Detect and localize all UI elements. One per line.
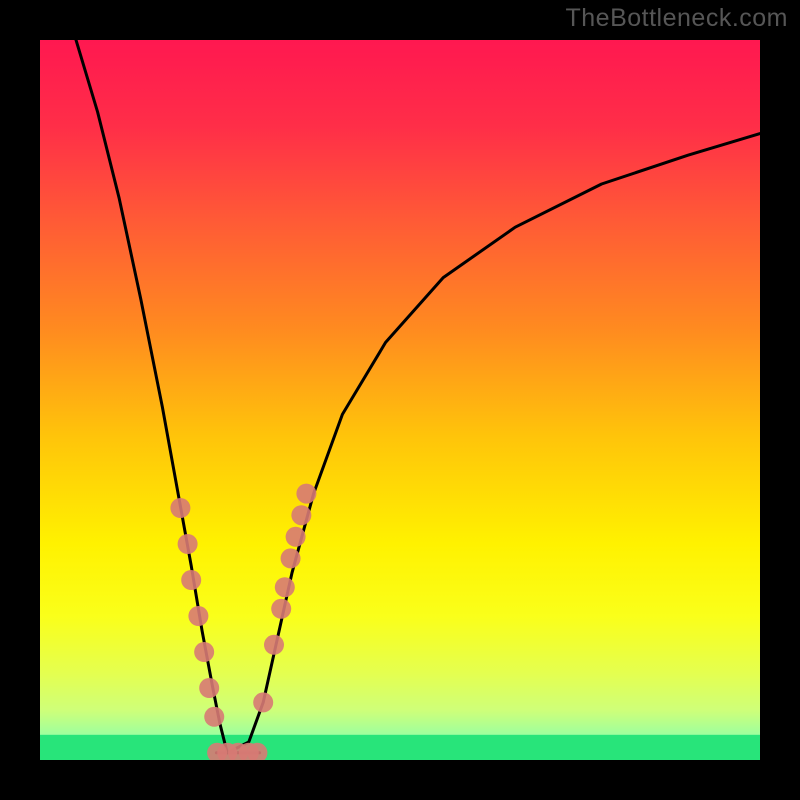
data-marker	[199, 678, 219, 698]
data-marker	[264, 635, 284, 655]
data-marker	[170, 498, 190, 518]
data-marker	[178, 534, 198, 554]
data-marker	[281, 548, 301, 568]
chart-svg	[40, 40, 760, 760]
data-marker	[271, 599, 291, 619]
data-marker	[275, 577, 295, 597]
data-marker	[181, 570, 201, 590]
data-marker	[188, 606, 208, 626]
data-marker	[204, 707, 224, 727]
plot-area	[40, 40, 760, 760]
gradient-background	[40, 40, 760, 760]
data-marker	[286, 527, 306, 547]
green-band	[40, 735, 760, 760]
chart-frame: TheBottleneck.com	[0, 0, 800, 800]
data-marker	[253, 692, 273, 712]
data-marker	[291, 505, 311, 525]
watermark-text: TheBottleneck.com	[566, 4, 789, 33]
data-marker	[194, 642, 214, 662]
data-marker	[296, 484, 316, 504]
